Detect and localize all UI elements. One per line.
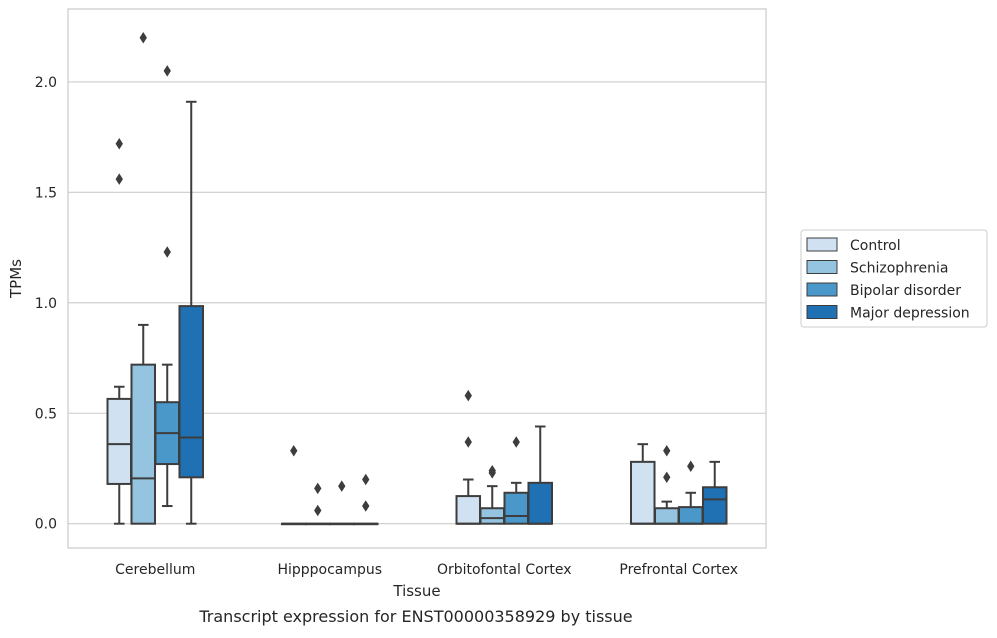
y-tick-label: 0.5 <box>35 406 57 422</box>
box-iqr <box>479 507 506 525</box>
outlier-point <box>115 173 123 185</box>
box-iqr <box>527 481 553 525</box>
legend-swatch <box>806 282 838 297</box>
box-iqr <box>701 486 728 525</box>
outlier-point <box>163 65 171 77</box>
chart-caption: Transcript expression for ENST0000035892… <box>198 607 632 626</box>
y-tick-label: 1.5 <box>35 185 57 201</box>
box-control <box>106 138 133 525</box>
outlier-point <box>488 467 496 479</box>
box-iqr <box>677 506 704 525</box>
box-bipolar-disorder <box>328 480 355 526</box>
legend-entry: Major depression <box>850 306 970 322</box>
x-tick-label: Hipppocampus <box>277 562 382 578</box>
legend-frame <box>800 229 988 328</box>
box-iqr <box>130 363 157 525</box>
box-iqr <box>503 491 530 525</box>
legend-entry: Bipolar disorder <box>850 283 961 299</box>
box-bipolar-disorder <box>154 65 181 508</box>
outlier-point <box>362 473 370 486</box>
box-schizophrenia <box>653 445 680 525</box>
box-major-depression <box>701 460 728 525</box>
outlier-point <box>290 445 298 457</box>
legend: Control Schizophrenia Bipolar disorder Majo… <box>800 229 988 328</box>
outlier-point <box>139 31 147 44</box>
box-iqr <box>630 460 656 525</box>
x-axis-label: Tissue <box>392 582 440 600</box>
x-tick-label: Cerebellum <box>115 562 195 578</box>
box-major-depression <box>527 425 553 525</box>
legend-entry: Control <box>850 238 901 254</box>
outlier-point <box>512 436 520 448</box>
legend-swatch <box>806 237 838 252</box>
box-bipolar-disorder <box>677 460 704 525</box>
x-tick-label: Orbitofontal Cortex <box>437 562 572 578</box>
x-tick-labels: Cerebellum Hipppocampus Orbitofontal Corte… <box>115 562 738 578</box>
outlier-point <box>464 389 472 402</box>
box-layer <box>106 31 728 526</box>
box-schizophrenia <box>304 482 331 526</box>
box-major-depression <box>178 100 204 525</box>
plot-frame <box>67 8 767 549</box>
outlier-point <box>314 482 322 495</box>
outlier-point <box>663 471 671 484</box>
box-iqr <box>178 305 204 479</box>
outlier-point <box>362 500 370 512</box>
box-control <box>630 443 656 525</box>
outlier-point <box>314 504 322 517</box>
outlier-point <box>338 480 346 492</box>
box-major-depression <box>352 473 379 526</box>
y-axis-label: TPMs <box>7 259 25 299</box>
legend-swatch <box>806 305 838 319</box>
outlier-point <box>163 246 171 258</box>
y-tick-label: 0.0 <box>35 517 57 533</box>
box-control <box>281 445 307 526</box>
y-tick-label: 1.0 <box>35 296 57 312</box>
y-tick-label: 2.0 <box>35 75 57 91</box>
box-control <box>455 389 482 525</box>
box-schizophrenia <box>130 31 157 525</box>
outlier-point <box>115 138 123 150</box>
legend-entry: Schizophrenia <box>850 261 948 277</box>
box-iqr <box>455 495 482 525</box>
box-iqr <box>106 397 133 485</box>
outlier-point <box>687 460 695 473</box>
y-tick-labels: 0.0 0.5 1.0 1.5 2.0 <box>35 75 57 533</box>
legend-swatch <box>806 260 838 274</box>
box-schizophrenia <box>479 464 506 525</box>
box-bipolar-disorder <box>503 436 530 525</box>
x-tick-label: Prefrontal Cortex <box>619 562 738 578</box>
outlier-point <box>663 445 671 457</box>
box-iqr <box>653 507 680 525</box>
outlier-point <box>464 436 472 448</box>
